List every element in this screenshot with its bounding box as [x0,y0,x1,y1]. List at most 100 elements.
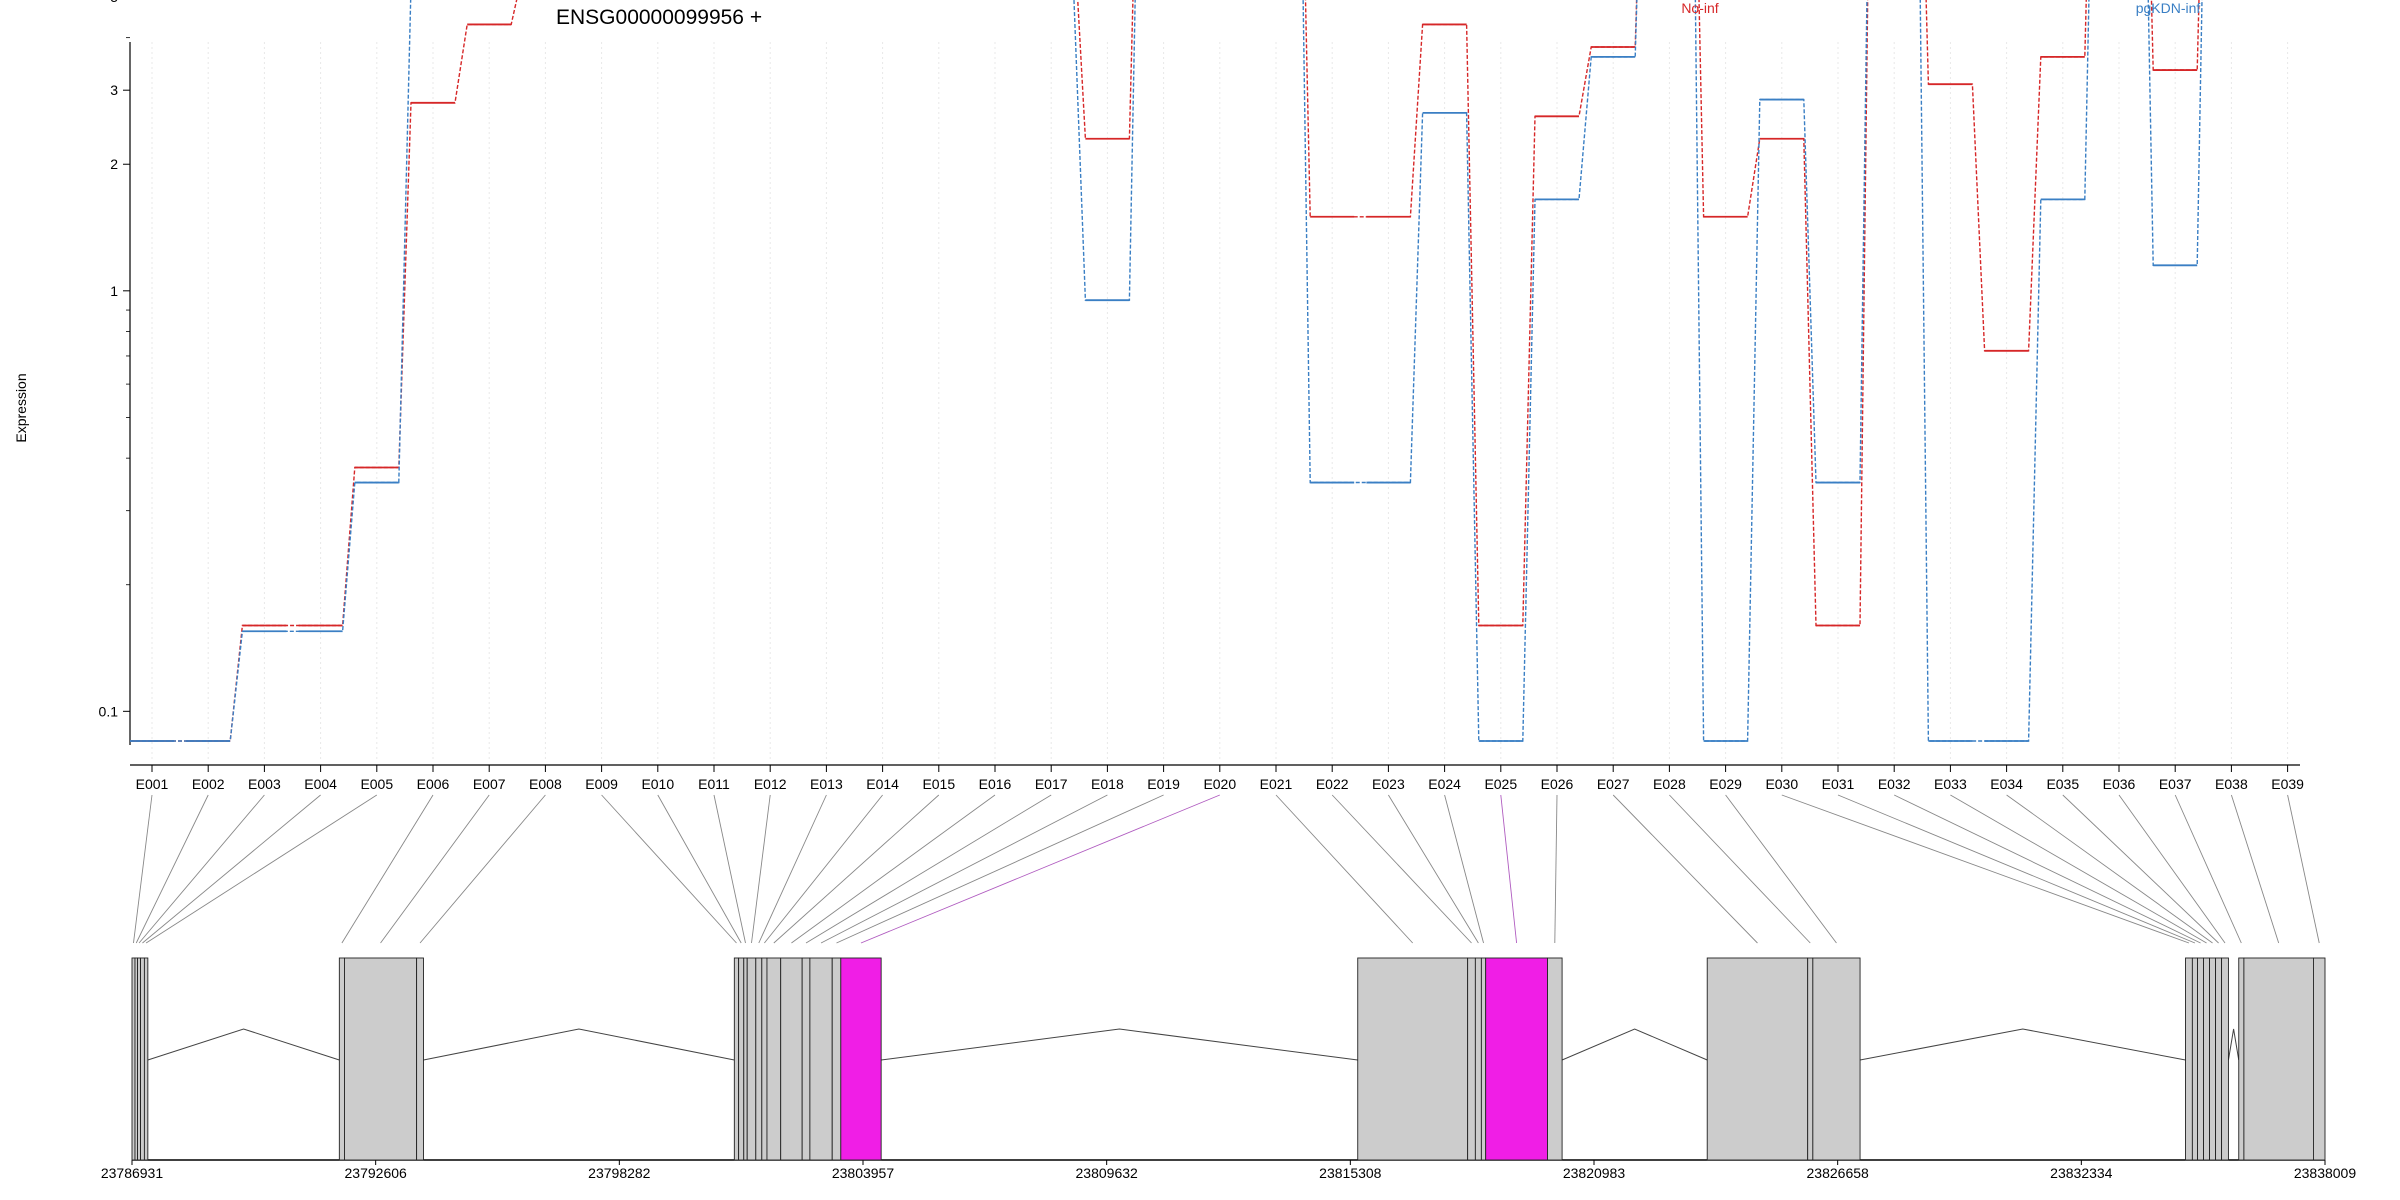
exon-connector [419,794,546,944]
exon-connector [773,794,940,944]
exon-bin [2221,957,2229,1161]
exon-connector [142,794,321,944]
exon-connector [1781,794,2190,944]
exon-bin [2313,957,2326,1161]
x-tick-label: E012 [754,776,787,792]
exon-connector [2062,794,2219,944]
exon-connector [751,794,771,944]
y-tick-label: 2 [110,156,118,172]
x-tick-label: E026 [1541,776,1574,792]
exon-connector [820,794,1108,944]
genomic-coordinate-label: 23798282 [588,1165,651,1181]
x-tick-label: E009 [585,776,618,792]
exon-bin [2209,957,2217,1161]
genomic-coordinate-label: 23826658 [1807,1165,1870,1181]
exon-connector [601,794,737,944]
exon-connector [2006,794,2213,944]
genomic-coordinate-label: 23832334 [2050,1165,2113,1181]
x-tick-label: E022 [1316,776,1349,792]
exon-connector [145,794,378,944]
exon-connector [805,794,1052,944]
exon-bin [1357,957,1469,1161]
x-tick-label: E019 [1147,776,1180,792]
exon-connector [764,794,883,944]
x-tick-label: E007 [473,776,506,792]
exon-connectors [133,794,2320,944]
x-tick-label: E005 [360,776,393,792]
x-tick-label: E025 [1484,776,1517,792]
exon-bin [1807,957,1814,1161]
x-tick-label: E006 [417,776,450,792]
x-tick-label: E020 [1203,776,1236,792]
exon-connector [1950,794,2207,944]
x-tick-label: E032 [1878,776,1911,792]
x-tick-label: E027 [1597,776,1630,792]
x-tick-label: E036 [2103,776,2136,792]
exon-bin [2191,957,2198,1161]
exon-bin [1474,957,1482,1161]
x-tick-label: E001 [136,776,169,792]
x-tick-label: E011 [698,776,730,792]
x-tick-label: E015 [922,776,955,792]
x-tick-label: E034 [1990,776,2023,792]
exon-connector [2118,794,2226,944]
exon-connector [713,794,746,944]
exon-bin [2185,957,2193,1161]
genomic-coordinate-label: 23803957 [832,1165,895,1181]
exon-connector [860,794,1220,944]
exon-connector [1388,794,1479,944]
genomic-coordinate-label: 23786931 [101,1165,164,1181]
exon-connector [135,794,209,944]
exon-bin [2215,957,2223,1161]
x-tick-label: E033 [1934,776,1967,792]
exon-bin [733,957,740,1161]
exon-bin [140,957,145,1161]
exon-connector [836,794,1164,944]
exon-bin [746,957,757,1161]
series-pgkdn-inf [130,0,2203,742]
exon-connector [2174,794,2242,944]
exon-connector [1725,794,1837,944]
x-tick-label: E002 [192,776,225,792]
legend-label-pgkdn-inf: pgKDN-inf [2136,0,2201,16]
exon-connector [133,794,153,944]
exon-connector [2287,794,2320,944]
gene-model: 23786931 23792606 23798282 23803957 23809632… [101,957,2357,1181]
exon-bin [780,957,803,1161]
genomic-coordinate-label: 23838009 [2294,1165,2357,1181]
exon-bin [738,957,745,1161]
x-tick-label: E023 [1372,776,1405,792]
exon-bin-highlighted [1485,957,1548,1161]
exon-bin [2197,957,2204,1161]
grid-lines [151,42,2289,761]
intron-line [1859,1028,2186,1061]
axes: 0.1123510203050E001E002E003E004E005E006E… [99,0,2305,792]
exon-bin [831,957,842,1161]
exon-connector [1554,794,1558,944]
exon-connector [1500,794,1518,944]
genomic-coordinate-label: 23820983 [1563,1165,1626,1181]
exon-connector [138,794,265,944]
exon-bin [137,957,141,1161]
x-tick-label: E008 [529,776,562,792]
exon-bin-highlighted [840,957,882,1161]
x-tick-label: E028 [1653,776,1686,792]
x-tick-label: E013 [810,776,843,792]
x-tick-label: E037 [2159,776,2192,792]
series-lines [130,0,2203,742]
exon-connector [657,794,742,944]
x-tick-label: E021 [1260,776,1293,792]
x-tick-label: E030 [1765,776,1798,792]
x-tick-label: E031 [1822,776,1855,792]
exon-bin [2243,957,2314,1161]
exon-bin [338,957,345,1161]
x-tick-label: E014 [866,776,899,792]
exon-bin [2203,957,2210,1161]
exon-connector [1894,794,2201,944]
exon-connector [1612,794,1758,944]
y-tick-label: 0.1 [99,703,119,719]
exon-bin [755,957,763,1161]
x-tick-label: E035 [2046,776,2079,792]
intron-line [423,1028,735,1061]
